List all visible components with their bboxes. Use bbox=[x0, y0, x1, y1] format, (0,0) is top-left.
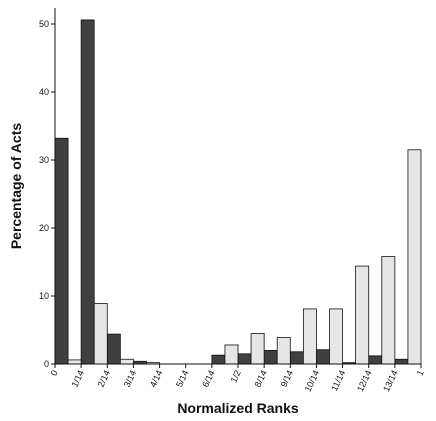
x-tick-label: 1/14 bbox=[69, 369, 85, 389]
bar-s1-9-14 bbox=[289, 351, 304, 365]
bar-s2-8-14 bbox=[276, 337, 291, 365]
y-tick-label: 40 bbox=[39, 87, 49, 97]
bar-s2-10-14 bbox=[329, 308, 343, 365]
y-tick-label: 10 bbox=[39, 291, 49, 301]
bar-s2-0 bbox=[67, 359, 82, 365]
x-tick-label: 0 bbox=[49, 369, 60, 378]
x-tick-label: 4/14 bbox=[148, 369, 164, 389]
x-tick-label: 6/14 bbox=[200, 369, 216, 389]
x-axis-title: Normalized Ranks bbox=[177, 400, 299, 416]
x-tick-label: 2/14 bbox=[96, 369, 112, 389]
bar-s1-6-14 bbox=[211, 354, 226, 365]
y-tick-label: 0 bbox=[44, 359, 49, 369]
x-tick-label: 3/14 bbox=[122, 369, 138, 389]
bar-s2-1-2 bbox=[250, 332, 265, 365]
x-tick-label: 10/14 bbox=[303, 369, 322, 394]
x-tick-label: 12/14 bbox=[355, 369, 374, 394]
bar-s2-13-14 bbox=[407, 149, 422, 365]
x-tick-label: 1/2 bbox=[228, 369, 242, 385]
bar-s2-1-14 bbox=[93, 303, 108, 365]
y-tick-label: 20 bbox=[39, 223, 49, 233]
x-tick-label: 11/14 bbox=[329, 369, 347, 393]
x-tick-label: 13/14 bbox=[381, 369, 400, 394]
bar-s2-12-14 bbox=[381, 256, 396, 365]
bar-s1-8-14 bbox=[263, 349, 278, 365]
bar-s1-0 bbox=[54, 137, 69, 365]
bar-s1-13-14 bbox=[394, 358, 409, 365]
bar-s1-1-2 bbox=[237, 353, 252, 365]
bar-s1-1-14 bbox=[80, 19, 95, 365]
x-tick-label: 8/14 bbox=[252, 369, 268, 389]
y-ticks: 0 10 20 30 40 50 bbox=[39, 19, 55, 369]
bar-s1-10-14 bbox=[316, 349, 330, 365]
bar-s1-12-14 bbox=[368, 355, 383, 365]
x-tick-label: 1 bbox=[415, 369, 426, 378]
x-tick-label: 9/14 bbox=[279, 369, 295, 389]
y-axis-title: Percentage of Acts bbox=[8, 123, 24, 250]
bar-s2-2-14 bbox=[119, 358, 134, 365]
y-tick-label: 30 bbox=[39, 155, 49, 165]
x-ticks: 0 1/14 2/14 3/14 4/14 5/14 6/14 1/2 8/14 9/14 10/1… bbox=[49, 364, 426, 393]
bars-layer bbox=[54, 19, 422, 365]
bar-s2-11-14 bbox=[355, 265, 370, 365]
bar-s1-2-14 bbox=[106, 333, 121, 365]
y-tick-label: 50 bbox=[39, 19, 49, 29]
bar-s2-6-14 bbox=[224, 344, 239, 365]
bar-s2-9-14 bbox=[302, 308, 317, 365]
x-tick-label: 5/14 bbox=[174, 369, 190, 389]
